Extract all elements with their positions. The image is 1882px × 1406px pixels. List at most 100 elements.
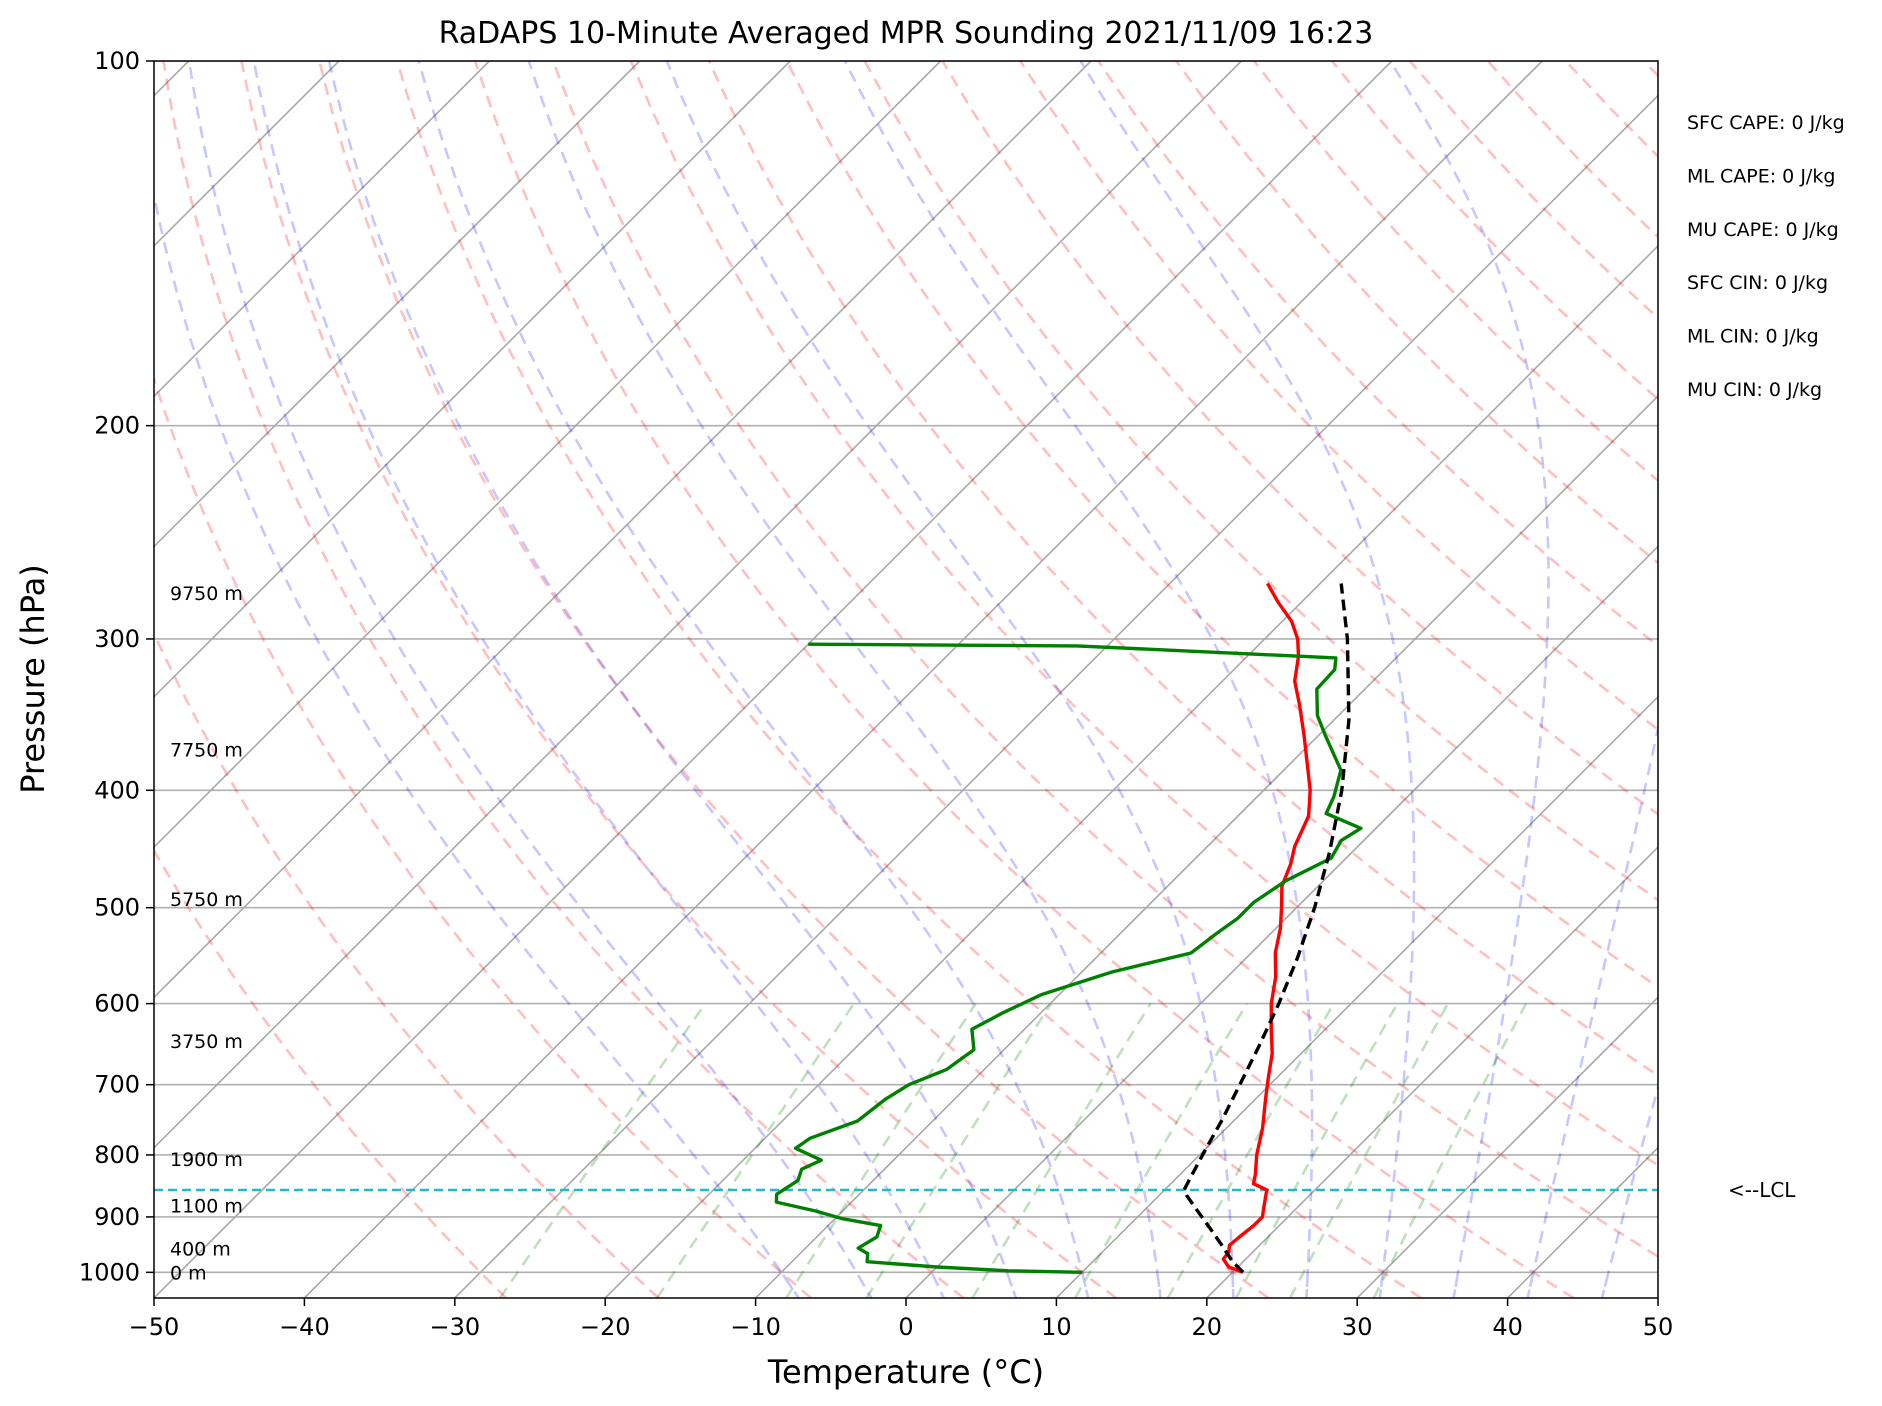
- height-label: 400 m: [170, 1239, 231, 1261]
- y-tick-label: 200: [94, 412, 140, 440]
- x-tick-label: −10: [730, 1313, 781, 1341]
- mixing-ratio-line: [656, 1002, 855, 1298]
- isotherm-line: [154, 61, 1242, 1149]
- y-tick-label: 900: [94, 1203, 140, 1231]
- dry-adiabat: [154, 375, 813, 1298]
- height-label: 5750 m: [170, 889, 243, 911]
- isotherm-line: [303, 61, 1543, 1298]
- index-label: MU CIN: 0 J/kg: [1687, 379, 1822, 401]
- x-tick-label: −20: [580, 1313, 631, 1341]
- y-tick-label: 500: [94, 894, 140, 922]
- y-tick-label: 300: [94, 625, 140, 653]
- y-tick-label: 400: [94, 776, 140, 804]
- dry-adiabat: [1408, 61, 1658, 320]
- dry-adiabat: [395, 61, 1422, 1298]
- y-tick-label: 1000: [79, 1258, 140, 1286]
- isotherm-line: [755, 395, 1658, 1298]
- index-label: ML CIN: 0 J/kg: [1687, 326, 1819, 348]
- height-label: 1100 m: [170, 1196, 243, 1218]
- index-label: SFC CAPE: 0 J/kg: [1687, 112, 1845, 134]
- x-tick-label: 40: [1492, 1313, 1523, 1341]
- index-label: MU CAPE: 0 J/kg: [1687, 219, 1839, 241]
- mixing-ratio-line: [971, 1002, 1152, 1298]
- isotherm-line: [1206, 845, 1658, 1298]
- mixing-ratio-line: [1372, 1002, 1528, 1298]
- index-label: ML CAPE: 0 J/kg: [1687, 165, 1835, 187]
- isotherm-line: [1055, 695, 1658, 1298]
- dry-adiabat: [240, 61, 1117, 1298]
- mixing-ratio-line: [865, 1002, 1053, 1298]
- isotherm-line: [1356, 996, 1658, 1298]
- dry-adiabat-lines: [154, 61, 1882, 1298]
- x-tick-label: 0: [898, 1313, 913, 1341]
- moist-adiabat: [187, 61, 873, 1298]
- isotherm-line: [604, 244, 1658, 1298]
- dry-adiabat: [318, 61, 1270, 1298]
- height-label: 1900 m: [170, 1149, 243, 1171]
- mixing-ratio-line: [1073, 1002, 1248, 1298]
- moist-adiabat: [1526, 722, 1658, 1298]
- isotherm-line: [154, 61, 1393, 1298]
- moist-adiabat: [154, 189, 800, 1298]
- dry-adiabat: [1253, 61, 1658, 483]
- isotherm-line: [154, 61, 641, 548]
- dry-adiabat: [1330, 61, 1658, 401]
- x-tick-label: −30: [429, 1313, 480, 1341]
- dry-adiabat: [1722, 61, 1882, 1298]
- dry-adiabat: [154, 848, 508, 1298]
- dewpoint-profile: [774, 642, 1363, 1274]
- parcel-path: [1182, 583, 1351, 1274]
- dry-adiabat: [785, 61, 1658, 989]
- moist-adiabat: [1600, 1082, 1658, 1298]
- x-tick-label: 50: [1643, 1313, 1674, 1341]
- x-tick-label: 30: [1342, 1313, 1373, 1341]
- isotherm-line: [154, 61, 1092, 999]
- x-tick-label: −50: [129, 1313, 180, 1341]
- moist-adiabat: [252, 61, 945, 1298]
- moist-adiabat: [417, 61, 1090, 1298]
- y-tick-label: 100: [94, 47, 140, 75]
- isotherm-line: [905, 545, 1658, 1298]
- moist-adiabat: [1079, 61, 1416, 1298]
- height-label: 9750 m: [170, 583, 243, 605]
- dry-adiabat: [154, 630, 660, 1298]
- moist-adiabat-lines: [154, 61, 1658, 1298]
- y-tick-label: 700: [94, 1071, 140, 1099]
- moist-adiabat: [527, 61, 1162, 1298]
- mixing-ratio-lines: [498, 1002, 1528, 1298]
- dry-adiabat: [1019, 61, 1658, 732]
- moist-adiabat: [665, 61, 1235, 1298]
- mixing-ratio-line: [498, 1002, 707, 1298]
- isobar-grid: [154, 61, 1658, 1274]
- moist-adiabat: [1389, 61, 1550, 1298]
- height-label: 0 m: [170, 1262, 207, 1284]
- isotherm-line: [154, 61, 942, 849]
- skewed-isotherm-grid: [154, 61, 1658, 1298]
- mixing-ratio-line: [1166, 1002, 1335, 1298]
- index-label: SFC CIN: 0 J/kg: [1687, 272, 1828, 294]
- isotherm-line: [154, 61, 791, 698]
- x-tick-label: −40: [279, 1313, 330, 1341]
- isotherm-line: [154, 61, 490, 398]
- isotherm-line: [1507, 1146, 1658, 1298]
- mixing-ratio-line: [785, 1002, 977, 1298]
- series-layer: [774, 582, 1363, 1274]
- dry-adiabat: [1097, 61, 1658, 648]
- y-tick-label: 800: [94, 1141, 140, 1169]
- mixing-ratio-line: [1288, 1002, 1450, 1298]
- isotherm-line: [1657, 1296, 1658, 1298]
- dry-adiabat: [1486, 61, 1658, 239]
- dry-adiabat: [629, 61, 1658, 1167]
- y-tick-label: 600: [94, 990, 140, 1018]
- y-axis: 1000 900 800 700 600 500 400 300 200 100: [79, 47, 154, 1286]
- x-axis-label: Temperature (°C): [767, 1353, 1044, 1391]
- moist-adiabat: [327, 61, 1018, 1298]
- dry-adiabat: [941, 61, 1658, 816]
- moist-adiabat: [843, 61, 1314, 1298]
- stability-indices: SFC CAPE: 0 J/kg ML CAPE: 0 J/kg MU CAPE: …: [1687, 112, 1845, 401]
- height-label: 7750 m: [170, 739, 243, 761]
- chart-title: RaDAPS 10-Minute Averaged MPR Sounding 2…: [439, 16, 1374, 51]
- mixing-ratio-line: [1234, 1002, 1399, 1298]
